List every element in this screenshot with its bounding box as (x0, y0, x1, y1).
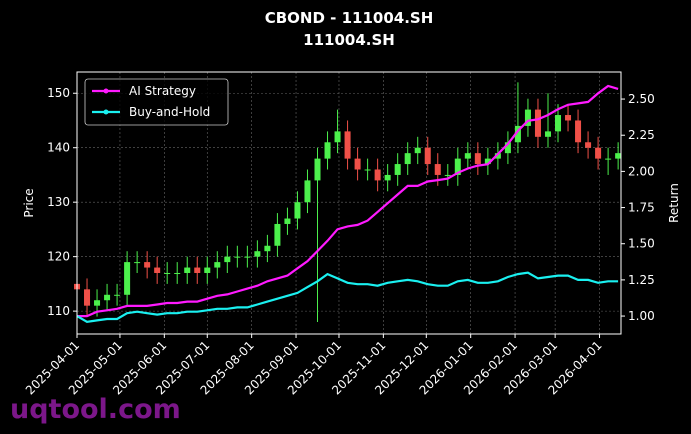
candle-body (474, 153, 481, 165)
y2-tick-label: 2.50 (628, 92, 655, 106)
candle-body (595, 147, 602, 159)
y-tick-label: 150 (47, 86, 70, 100)
candle-body (114, 294, 121, 296)
candle-body (354, 158, 361, 170)
candle-body (304, 180, 311, 203)
legend-marker (103, 109, 109, 115)
candle-body (174, 272, 181, 274)
candle-body (314, 158, 321, 181)
candle-body (324, 142, 331, 159)
candle-body (524, 109, 531, 126)
candle-body (454, 158, 461, 175)
y2-axis-label: Return (667, 183, 681, 223)
candle-body (484, 158, 491, 165)
series-line (77, 84, 619, 318)
candle-body (154, 267, 161, 273)
y-tick-label: 140 (47, 141, 70, 155)
candle-body (224, 256, 231, 263)
candle-body (504, 142, 511, 154)
candle-body (585, 142, 592, 148)
y-axis-label: Price (22, 188, 36, 217)
legend-label: AI Strategy (129, 84, 196, 98)
y2-tick-label: 2.00 (628, 164, 655, 178)
candle-body (274, 223, 281, 246)
y2-tick-label: 1.25 (628, 273, 655, 287)
y2-tick-label: 1.75 (628, 201, 655, 215)
candle-body (384, 174, 391, 181)
candle-body (514, 125, 521, 143)
candle-body (334, 131, 341, 143)
plot-area (73, 72, 622, 334)
watermark: uqtool.com (10, 394, 181, 425)
y-tick-label: 110 (47, 304, 70, 318)
candle-body (414, 147, 421, 154)
candle-body (464, 153, 471, 159)
candle-body (144, 262, 151, 268)
candle-body (244, 256, 251, 258)
y-tick-label: 130 (47, 195, 70, 209)
candle-body (94, 300, 101, 306)
plot-frame (76, 71, 622, 335)
candle-body (284, 218, 291, 224)
legend-box (84, 78, 229, 126)
candle-body (254, 251, 261, 257)
candle-body (134, 262, 141, 264)
series-line (76, 271, 619, 323)
y2-tick-label: 1.50 (628, 237, 655, 251)
y-tick-label: 120 (47, 250, 70, 264)
candle-body (164, 272, 171, 274)
candle-body (84, 289, 91, 306)
candle-body (344, 131, 351, 159)
legend-marker (103, 88, 109, 94)
candle-body (555, 115, 562, 132)
candle-body (565, 115, 572, 121)
candle-body (194, 267, 201, 273)
chart-subtitle: 111004.SH (303, 31, 395, 49)
candle-body (264, 245, 271, 252)
candle-body (234, 256, 241, 258)
candle-body (374, 169, 381, 181)
candle-body (204, 267, 211, 273)
candle-body (444, 174, 451, 176)
candle-body (294, 202, 301, 219)
candle-body (544, 131, 551, 137)
candle-body (364, 169, 371, 171)
candle-body (434, 164, 441, 175)
y2-tick-label: 1.00 (628, 309, 655, 323)
legend-label: Buy-and-Hold (129, 105, 210, 119)
candle-body (575, 120, 582, 143)
candle-body (534, 109, 541, 137)
chart-title: CBOND - 111004.SH (265, 9, 434, 27)
candle-body (394, 164, 401, 175)
candle-body (104, 294, 111, 301)
candle-body (494, 153, 501, 159)
candle-body (214, 262, 221, 268)
candle-body (184, 267, 191, 273)
candle-body (404, 153, 411, 165)
y2-tick-label: 2.25 (628, 128, 655, 142)
candle-body (605, 158, 612, 160)
candle-body (124, 262, 131, 295)
candle-body (615, 153, 622, 159)
candle-body (424, 147, 431, 165)
